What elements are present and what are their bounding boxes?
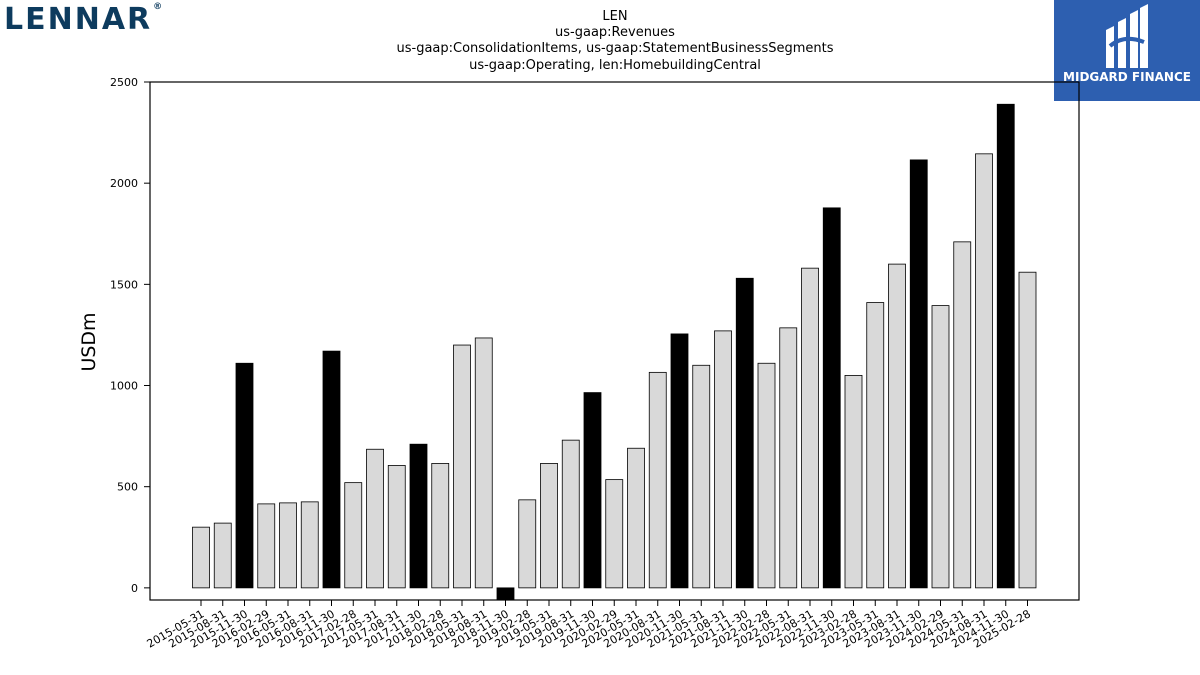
lennar-logo: LENNAR®	[4, 2, 164, 37]
bar-2022-08-31	[801, 267, 819, 589]
y-axis-label: USDm	[78, 312, 100, 371]
midgard-emblem-icon	[1106, 4, 1148, 68]
y-tick-label: 500	[117, 481, 138, 494]
bar-2021-11-30	[735, 277, 754, 589]
bar-2019-08-31	[561, 439, 580, 589]
midgard-finance-logo: MIDGARD FINANCE	[1054, 0, 1200, 101]
bar-2017-11-30	[409, 443, 428, 589]
bar-2016-11-30	[322, 350, 341, 589]
x-axis-ticks: 2015-05-312015-08-312015-11-302016-02-29…	[145, 600, 1033, 651]
bar-2017-08-31	[387, 465, 406, 589]
midgard-brand-text: MIDGARD FINANCE	[1063, 70, 1191, 84]
bar-2024-08-31	[975, 153, 993, 589]
bar-2025-02-28	[1018, 271, 1037, 589]
bar-2017-05-31	[366, 448, 384, 589]
title-line-4: us-gaap:Operating, len:HomebuildingCentr…	[469, 58, 761, 73]
bar-2022-05-31	[779, 327, 798, 589]
title-line-2: us-gaap:Revenues	[555, 25, 675, 40]
chart-title: LEN us-gaap:Revenues us-gaap:Consolidati…	[396, 9, 833, 73]
bar-2021-08-31	[714, 330, 732, 589]
bar-2018-08-31	[474, 337, 493, 589]
bar-2023-11-30	[909, 159, 928, 589]
bar-2015-11-30	[235, 362, 254, 589]
bar-2019-11-30	[583, 392, 602, 589]
bar-2019-02-28	[518, 499, 537, 589]
bar-2024-05-31	[953, 241, 972, 589]
bar-2023-02-28	[844, 374, 863, 589]
bar-2015-05-31	[192, 526, 210, 589]
bar-2020-08-31	[648, 371, 667, 589]
bar-2022-11-30	[822, 207, 841, 589]
bar-2017-02-28	[344, 482, 363, 589]
y-axis-ticks: 0 500 1000 1500 2000 2500	[110, 76, 150, 595]
bar-2021-05-31	[692, 364, 711, 589]
bar-2020-11-30	[670, 333, 689, 589]
bar-2024-02-29	[931, 305, 950, 589]
bar-2019-05-31	[540, 463, 558, 589]
bar-2020-02-29	[605, 479, 624, 589]
plot-frame	[149, 81, 1080, 601]
y-tick-label: 0	[131, 582, 138, 595]
bar-2016-05-31	[279, 502, 297, 589]
y-tick-label: 1500	[110, 278, 138, 291]
y-tick-label: 2500	[110, 76, 138, 89]
title-line-3: us-gaap:ConsolidationItems, us-gaap:Stat…	[396, 41, 833, 56]
bar-2016-02-29	[257, 503, 276, 589]
bar-2018-05-31	[453, 344, 471, 589]
lennar-logo-text: LENNAR	[4, 2, 153, 37]
bars-group	[192, 103, 1037, 601]
bar-2023-05-31	[866, 302, 885, 589]
bar-2023-08-31	[888, 263, 906, 589]
bar-2018-11-30	[496, 587, 515, 601]
bar-2016-08-31	[300, 501, 319, 589]
y-tick-label: 2000	[110, 177, 138, 190]
registered-mark: ®	[153, 2, 165, 12]
bar-2018-02-28	[431, 463, 450, 589]
title-line-1: LEN	[602, 9, 627, 24]
bar-2015-08-31	[213, 522, 232, 589]
bar-2024-11-30	[996, 103, 1015, 589]
bar-2020-05-31	[627, 447, 645, 589]
bar-2022-02-28	[757, 362, 776, 589]
y-tick-label: 1000	[110, 380, 138, 393]
